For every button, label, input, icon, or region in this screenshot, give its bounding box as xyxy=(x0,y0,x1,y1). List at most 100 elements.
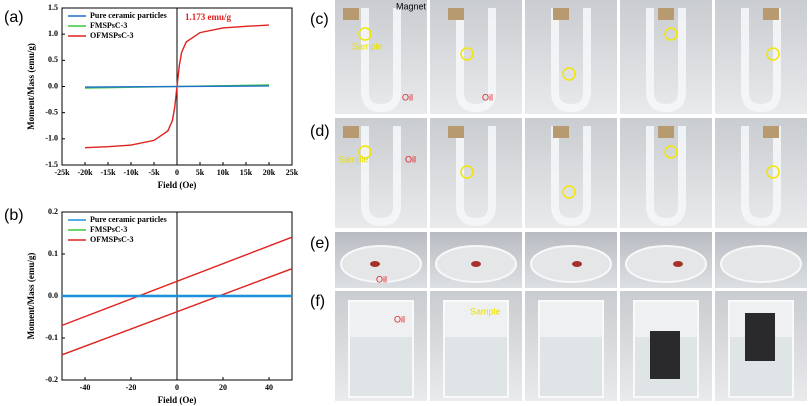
y-tick-label: -0.2 xyxy=(45,375,58,384)
oil xyxy=(673,261,683,267)
water xyxy=(445,337,507,396)
highlight xyxy=(460,165,474,179)
x-tick-label: -25k xyxy=(54,168,70,177)
u-tube xyxy=(456,126,496,227)
photo xyxy=(525,0,617,114)
x-tick-label: -15k xyxy=(100,168,116,177)
x-tick-label: -20k xyxy=(77,168,93,177)
magnet xyxy=(553,8,569,20)
x-tick-label: 10k xyxy=(217,168,230,177)
highlight xyxy=(562,67,576,81)
highlight xyxy=(766,165,780,179)
dish xyxy=(625,245,707,283)
panel-label: (f) xyxy=(310,293,325,310)
y-tick-label: -1.5 xyxy=(45,160,58,169)
water xyxy=(350,337,412,396)
y-axis-label: Moment/Mass (emu/g) xyxy=(26,253,36,340)
x-tick-label: 20k xyxy=(263,168,276,177)
magnet xyxy=(343,126,359,138)
photo-grid xyxy=(335,0,807,401)
series-line xyxy=(61,236,293,356)
photo xyxy=(715,0,807,114)
legend-label: OFMSPsC-3 xyxy=(90,31,134,40)
magnet xyxy=(553,126,569,138)
x-tick-label: 25k xyxy=(286,168,299,177)
x-tick-label: 20 xyxy=(219,383,227,392)
x-tick-label: 15k xyxy=(240,168,253,177)
dish xyxy=(720,245,802,283)
x-axis-label: Field (Oe) xyxy=(158,395,197,405)
u-tube xyxy=(551,126,591,227)
dish xyxy=(340,245,422,283)
magnet xyxy=(448,126,464,138)
y-tick-label: -1.0 xyxy=(45,134,58,143)
panel-label: (e) xyxy=(310,235,330,252)
photo xyxy=(715,118,807,228)
chart: (b) -40 -20 0 20 40 -0.2 -0.1 0.0 0.1 0.2 Field (Oe… xyxy=(4,207,293,405)
photo-note: Oil xyxy=(376,274,387,284)
magnet xyxy=(658,8,674,20)
x-tick-label: -5k xyxy=(148,168,160,177)
legend-label: Pure ceramic particles xyxy=(90,11,167,20)
y-axis-label: Moment/Mass (emu/g) xyxy=(26,43,36,130)
x-tick-label: 0 xyxy=(175,383,179,392)
photo-note: Oil xyxy=(482,92,493,102)
u-tube xyxy=(646,126,686,227)
panel-label: (c) xyxy=(310,11,329,28)
highlight xyxy=(562,185,576,199)
oil xyxy=(370,261,380,267)
u-tube xyxy=(646,8,686,113)
legend-label: OFMSPsC-3 xyxy=(90,235,134,244)
y-tick-label: -0.5 xyxy=(45,107,58,116)
panel-label: (b) xyxy=(4,207,24,224)
photo-note: Sample xyxy=(352,41,383,51)
photo-note: Oil xyxy=(402,92,413,102)
photo xyxy=(430,118,522,228)
magnet xyxy=(448,8,464,20)
photo-note: Oil xyxy=(394,314,405,324)
highlight xyxy=(358,145,372,159)
magnet xyxy=(343,8,359,20)
annotation: 1.173 emu/g xyxy=(185,12,231,22)
u-tube xyxy=(361,126,401,227)
y-tick-label: 1.5 xyxy=(48,3,58,12)
photo xyxy=(430,0,522,114)
x-tick-label: 40 xyxy=(265,383,273,392)
photo-note: Sample xyxy=(470,306,501,316)
x-axis-label: Field (Oe) xyxy=(158,180,197,190)
x-tick-label: 0 xyxy=(175,168,179,177)
photo-note: Sample xyxy=(338,154,369,164)
u-tube xyxy=(456,8,496,113)
panel-label: (d) xyxy=(310,123,330,140)
water xyxy=(540,337,602,396)
photo-note: Magnet xyxy=(396,1,427,11)
magnet xyxy=(763,126,779,138)
highlight xyxy=(664,27,678,41)
oil xyxy=(572,261,582,267)
chart: (a) -25k -20k -15k -10k -5k 0 5k 10k 15k 20k 25k -1.… xyxy=(4,3,299,190)
y-tick-label: -0.1 xyxy=(45,333,58,342)
highlight xyxy=(664,145,678,159)
highlight xyxy=(460,47,474,61)
x-tick-label: -10k xyxy=(123,168,139,177)
highlight xyxy=(766,47,780,61)
photo-note: Oil xyxy=(405,154,416,164)
legend-label: Pure ceramic particles xyxy=(90,215,167,224)
y-tick-label: 0.2 xyxy=(48,207,58,216)
u-tube xyxy=(741,126,781,227)
y-tick-label: 0.5 xyxy=(48,55,58,64)
y-tick-label: 0.0 xyxy=(48,291,58,300)
photo xyxy=(525,118,617,228)
u-tube xyxy=(741,8,781,113)
legend-label: FMSPsC-3 xyxy=(90,21,127,30)
panel-label: (a) xyxy=(4,9,24,26)
highlight xyxy=(358,27,372,41)
legend-label: FMSPsC-3 xyxy=(90,225,127,234)
y-tick-label: 0.1 xyxy=(48,249,58,258)
sponge xyxy=(745,313,775,361)
x-tick-label: -20 xyxy=(126,383,137,392)
magnet xyxy=(763,8,779,20)
oil xyxy=(471,261,481,267)
magnet xyxy=(658,126,674,138)
